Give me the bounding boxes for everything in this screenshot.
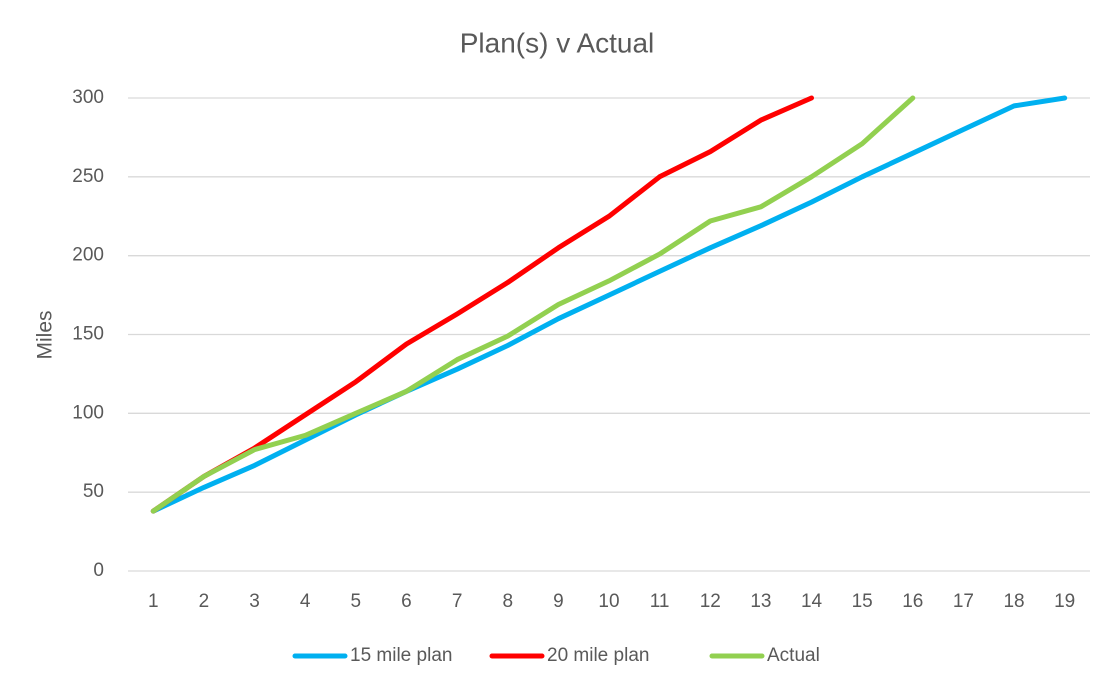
x-tick-label: 2 bbox=[199, 591, 210, 612]
x-tick-label: 7 bbox=[452, 591, 463, 612]
series-line bbox=[150, 95, 916, 514]
x-tick-label: 9 bbox=[553, 591, 564, 612]
x-tick-label: 19 bbox=[1054, 591, 1075, 612]
y-tick-label: 250 bbox=[72, 166, 104, 187]
x-tick-label: 13 bbox=[750, 591, 771, 612]
y-tick-label: 0 bbox=[93, 560, 104, 581]
y-tick-label: 200 bbox=[72, 245, 104, 266]
x-tick-label: 8 bbox=[502, 591, 513, 612]
x-tick-label: 5 bbox=[351, 591, 362, 612]
legend-label: 20 mile plan bbox=[547, 645, 649, 666]
y-tick-label: 150 bbox=[72, 324, 104, 345]
y-tick-label: 300 bbox=[72, 87, 104, 108]
y-tick-label: 50 bbox=[83, 481, 104, 502]
chart-title: Plan(s) v Actual bbox=[460, 27, 655, 58]
x-tick-label: 12 bbox=[700, 591, 721, 612]
x-tick-label: 17 bbox=[953, 591, 974, 612]
y-axis-label: Miles bbox=[34, 310, 57, 359]
x-tick-label: 3 bbox=[249, 591, 260, 612]
series-line bbox=[150, 95, 1068, 514]
x-tick-label: 18 bbox=[1003, 591, 1024, 612]
y-tick-label: 100 bbox=[72, 402, 104, 423]
x-tick-label: 15 bbox=[852, 591, 873, 612]
x-tick-label: 1 bbox=[148, 591, 159, 612]
x-tick-label: 4 bbox=[300, 591, 311, 612]
x-tick-label: 16 bbox=[902, 591, 923, 612]
legend-label: 15 mile plan bbox=[350, 645, 452, 666]
x-tick-label: 11 bbox=[650, 591, 670, 612]
legend-label: Actual bbox=[767, 645, 820, 666]
x-tick-label: 10 bbox=[598, 591, 619, 612]
series-line bbox=[150, 95, 814, 514]
x-tick-label: 14 bbox=[801, 591, 823, 612]
x-tick-label: 6 bbox=[401, 591, 412, 612]
